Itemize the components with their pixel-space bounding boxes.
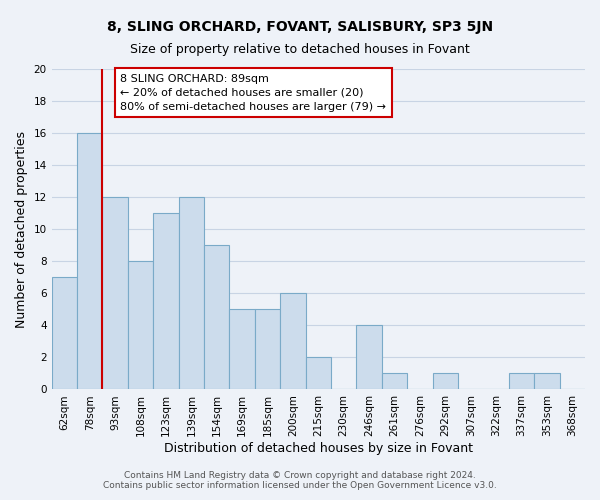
Text: Contains HM Land Registry data © Crown copyright and database right 2024.
Contai: Contains HM Land Registry data © Crown c… (103, 470, 497, 490)
Bar (103, 197, 128, 390)
Bar (280, 294, 305, 390)
Bar (77, 133, 103, 390)
Bar (356, 326, 382, 390)
Bar (128, 262, 153, 390)
Bar (153, 213, 179, 390)
X-axis label: Distribution of detached houses by size in Fovant: Distribution of detached houses by size … (164, 442, 473, 455)
Bar (534, 374, 560, 390)
Bar (204, 246, 229, 390)
Bar (509, 374, 534, 390)
Text: Size of property relative to detached houses in Fovant: Size of property relative to detached ho… (130, 42, 470, 56)
Bar (433, 374, 458, 390)
Bar (305, 358, 331, 390)
Text: 8, SLING ORCHARD, FOVANT, SALISBURY, SP3 5JN: 8, SLING ORCHARD, FOVANT, SALISBURY, SP3… (107, 20, 493, 34)
Bar (229, 310, 255, 390)
Bar (179, 197, 204, 390)
Text: 8 SLING ORCHARD: 89sqm
← 20% of detached houses are smaller (20)
80% of semi-det: 8 SLING ORCHARD: 89sqm ← 20% of detached… (120, 74, 386, 112)
Bar (382, 374, 407, 390)
Bar (52, 278, 77, 390)
Y-axis label: Number of detached properties: Number of detached properties (15, 130, 28, 328)
Bar (255, 310, 280, 390)
